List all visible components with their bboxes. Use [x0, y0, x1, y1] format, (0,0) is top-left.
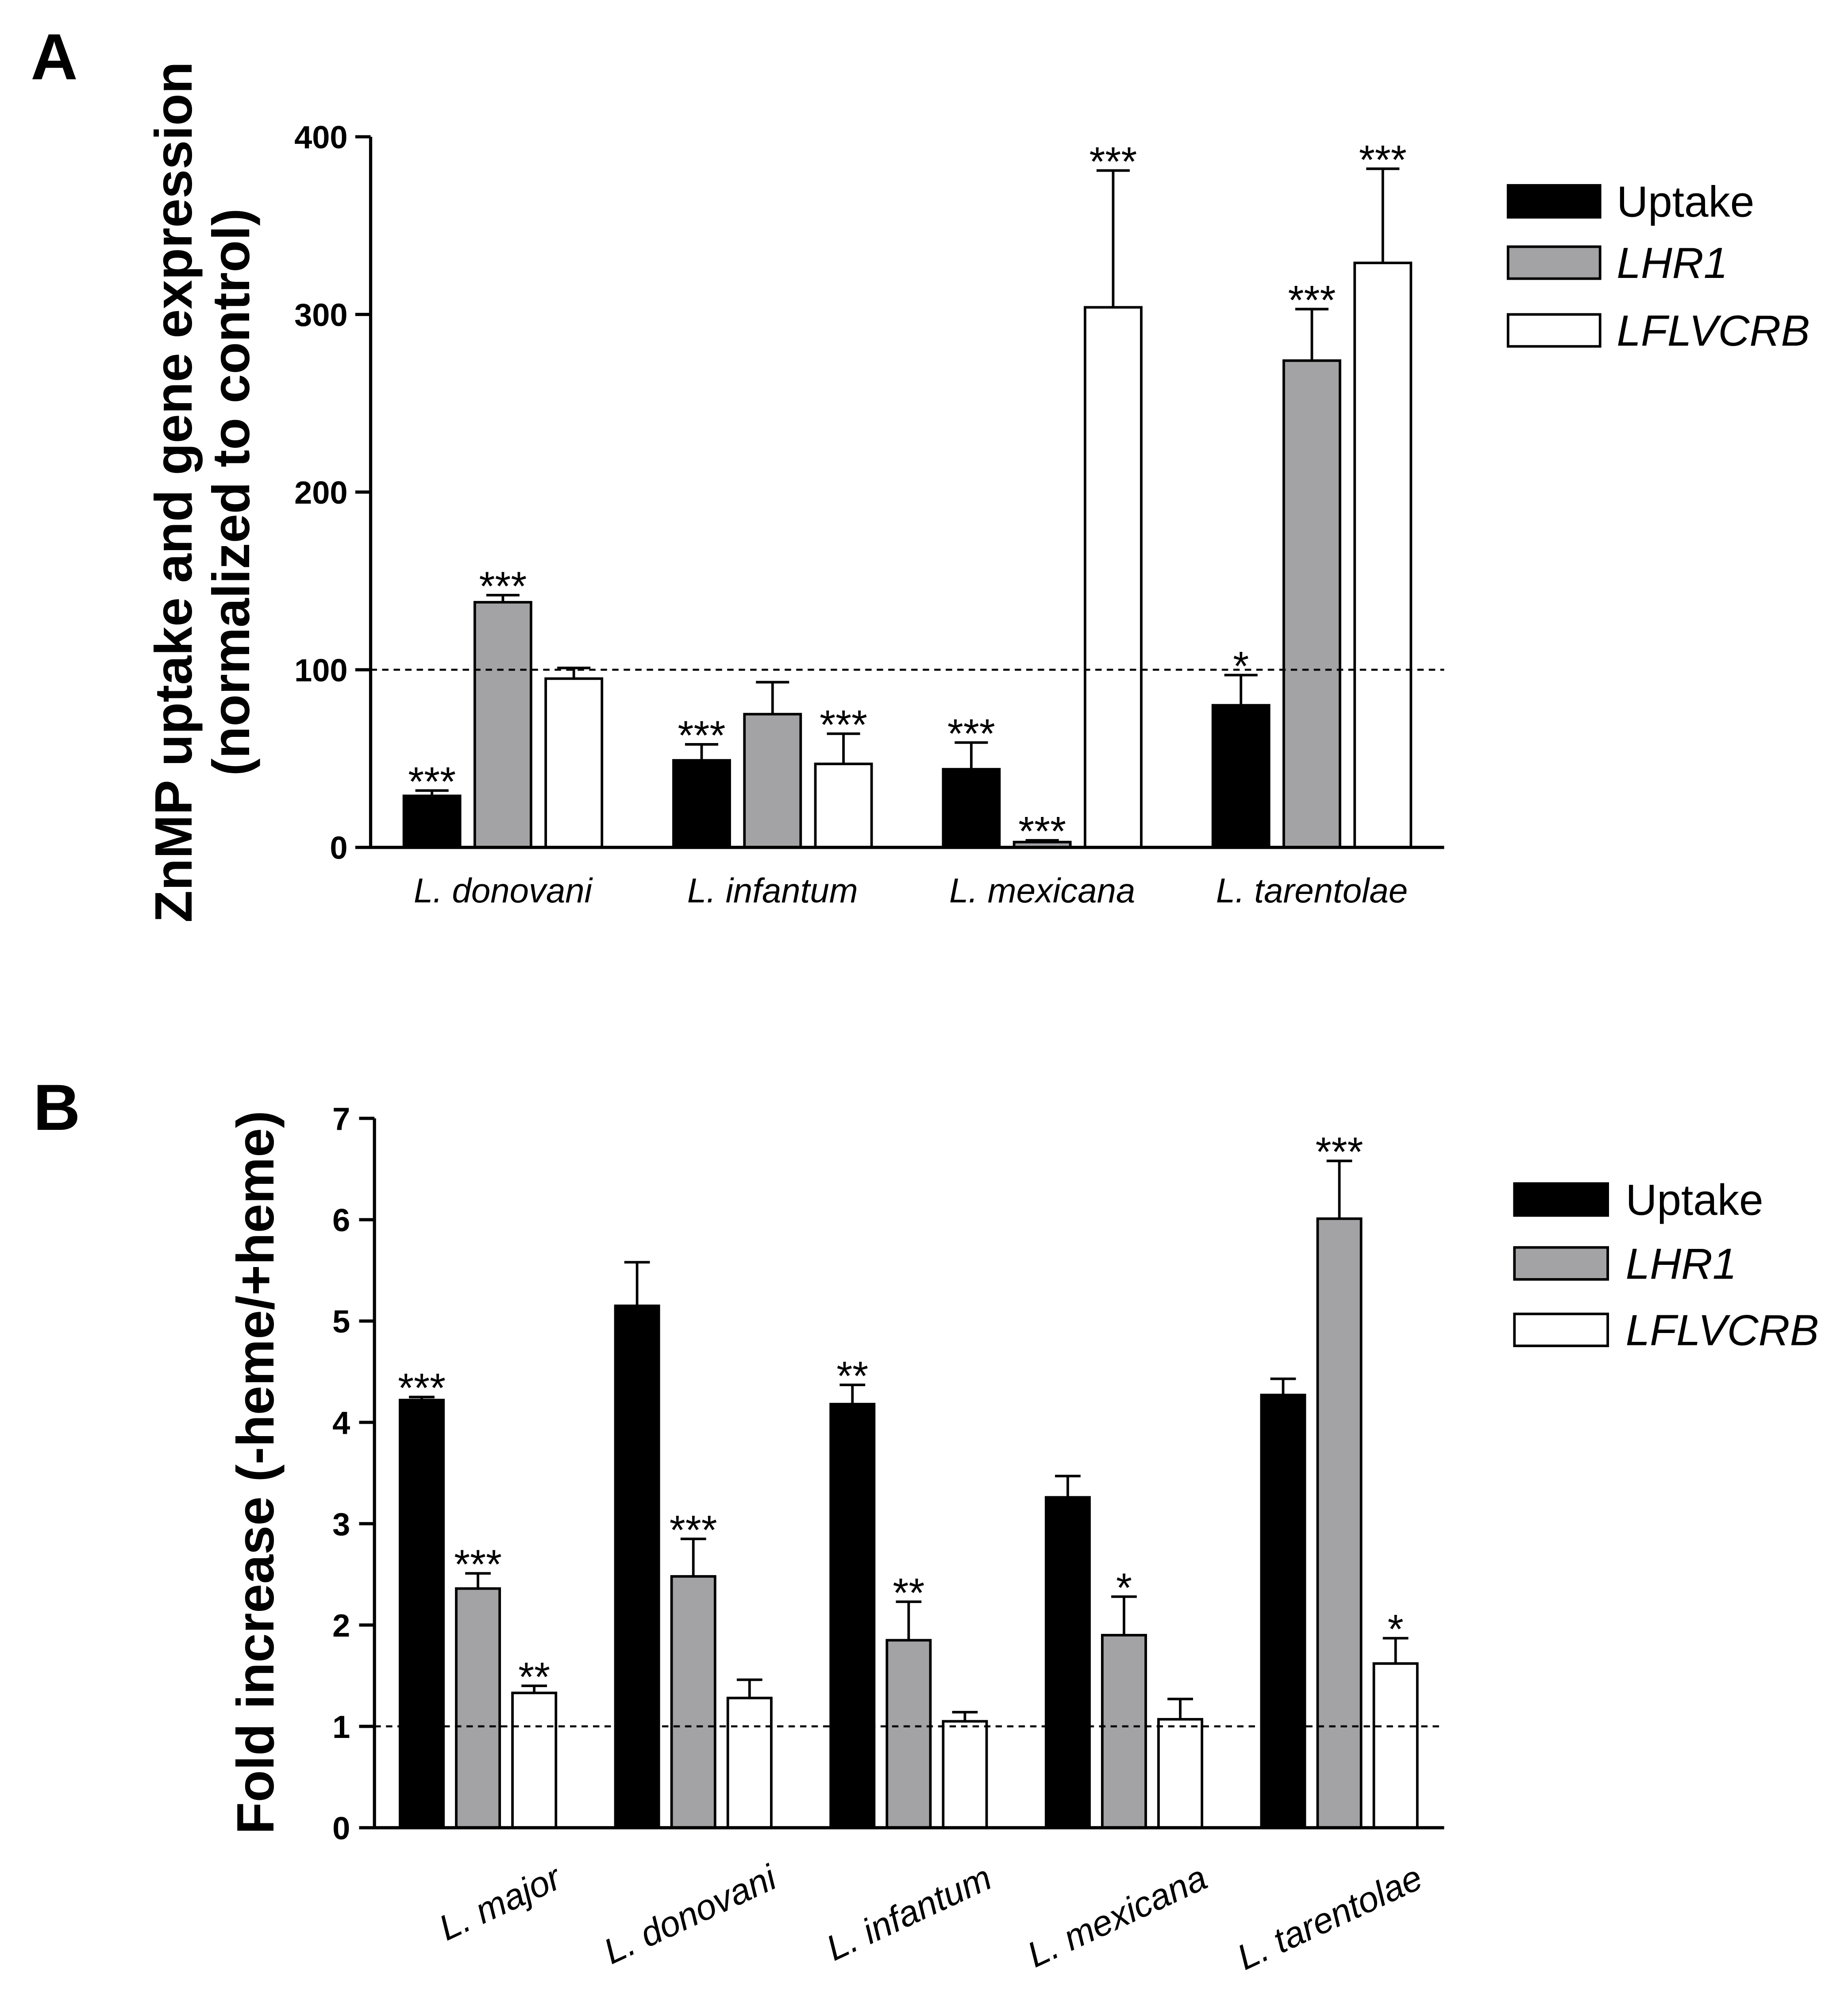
legend: Uptake LHR1 LFLVCRB: [1513, 1175, 1819, 1355]
significance-label: ***: [398, 1365, 446, 1411]
significance-label: *: [1388, 1606, 1404, 1652]
legend-swatch-uptake: [1506, 184, 1602, 219]
bar-lhr1-l-tarentolae: [1282, 359, 1341, 849]
bar-lflvcrb-l-donovani: [726, 1696, 773, 1829]
significance-label: **: [518, 1654, 550, 1700]
y-tick-label: 400: [294, 120, 347, 155]
y-tick-label: 300: [294, 297, 347, 333]
y-tick-label: 2: [332, 1608, 350, 1644]
legend-label-lhr1: LHR1: [1617, 239, 1728, 287]
bar-lflvcrb-l-donovani: [544, 677, 604, 849]
significance-label: **: [836, 1353, 868, 1399]
y-axis-title: Fold increase (-heme/+heme): [227, 1110, 285, 1834]
panel-label: B: [33, 1071, 80, 1144]
bar-lhr1-l-donovani: [670, 1575, 716, 1829]
significance-label: *: [1233, 643, 1249, 689]
bar-uptake-l-tarentolae: [1260, 1394, 1306, 1829]
significance-label: ***: [1089, 139, 1137, 185]
significance-label: ***: [947, 710, 995, 756]
y-tick-label: 6: [332, 1203, 350, 1238]
bar-lhr1-l-mexicana: [1101, 1633, 1147, 1829]
bar-lhr1-l-tarentolae: [1316, 1217, 1363, 1829]
y-tick-label: 100: [294, 653, 347, 688]
legend-label-uptake: Uptake: [1625, 1175, 1763, 1224]
legend-swatch-lflvcrb: [1513, 1312, 1609, 1347]
panel-a-chart: A ZnMP uptake and gene expression(normali…: [31, 21, 1810, 922]
significance-label: ***: [820, 701, 867, 747]
legend-label-uptake: Uptake: [1617, 177, 1754, 226]
bar-lhr1-l-infantum: [886, 1639, 932, 1829]
y-tick-label: 1: [332, 1710, 350, 1745]
bar-uptake-l-donovani: [614, 1304, 660, 1829]
bar-uptake-l-mexicana: [942, 768, 1001, 849]
x-category-label: L. major: [433, 1857, 568, 1948]
bar-lflvcrb-l-mexicana: [1083, 306, 1143, 849]
legend-swatch-lflvcrb: [1506, 313, 1602, 348]
legend-swatch-lhr1: [1506, 245, 1602, 280]
x-category-label: L. tarentolae: [1216, 871, 1408, 910]
significance-label: **: [893, 1570, 924, 1616]
y-tick-label: 4: [332, 1406, 350, 1441]
bar-lhr1-l-major: [455, 1587, 501, 1829]
bar-lhr1-l-infantum: [743, 713, 802, 849]
bar-lflvcrb-l-infantum: [942, 1720, 988, 1829]
bar-lflvcrb-l-mexicana: [1157, 1718, 1204, 1829]
panel-label: A: [31, 21, 77, 93]
y-tick-label: 3: [332, 1507, 350, 1542]
legend-swatch-lhr1: [1513, 1246, 1609, 1281]
legend-label-lflvcrb: LFLVCRB: [1625, 1306, 1819, 1355]
significance-label: ***: [1316, 1129, 1363, 1175]
bar-lflvcrb-l-tarentolae: [1372, 1662, 1419, 1829]
bar-lflvcrb-l-tarentolae: [1353, 262, 1413, 849]
significance-label: ***: [479, 563, 527, 609]
x-category-label: L. infantum: [820, 1857, 998, 1969]
significance-label: ***: [408, 759, 456, 805]
legend-label-lhr1: LHR1: [1625, 1239, 1736, 1288]
bar-lflvcrb-l-infantum: [814, 763, 873, 849]
y-axis-title: ZnMP uptake and gene expression: [145, 62, 203, 922]
bar-uptake-l-infantum: [829, 1402, 876, 1829]
y-tick-label: 0: [330, 831, 347, 866]
bar-uptake-l-mexicana: [1044, 1496, 1091, 1829]
bar-uptake-l-infantum: [672, 759, 731, 849]
x-category-label: L. tarentolae: [1231, 1857, 1428, 1978]
significance-label: *: [1116, 1564, 1132, 1610]
bar-lflvcrb-l-major: [511, 1691, 558, 1829]
legend-swatch-uptake: [1513, 1182, 1609, 1217]
significance-label: ***: [1288, 277, 1336, 323]
x-category-label: L. donovani: [414, 871, 593, 910]
y-tick-label: 200: [294, 475, 347, 511]
significance-label: ***: [454, 1541, 502, 1587]
bar-uptake-l-major: [399, 1398, 445, 1829]
legend-label-lflvcrb: LFLVCRB: [1617, 306, 1810, 355]
significance-label: ***: [670, 1507, 717, 1553]
significance-label: ***: [678, 712, 726, 758]
y-axis-title: (normalized to control): [202, 208, 261, 776]
x-category-label: L. mexicana: [1021, 1857, 1213, 1975]
x-category-label: L. donovani: [598, 1857, 783, 1972]
y-tick-label: 7: [332, 1102, 350, 1137]
y-tick-label: 5: [332, 1304, 350, 1340]
x-category-label: L. infantum: [687, 871, 858, 910]
bar-lhr1-l-donovani: [473, 601, 532, 849]
bar-uptake-l-tarentolae: [1211, 704, 1270, 849]
legend: Uptake LHR1 LFLVCRB: [1506, 177, 1810, 355]
significance-label: ***: [1359, 137, 1407, 183]
y-tick-label: 0: [332, 1811, 350, 1846]
x-category-label: L. mexicana: [949, 871, 1135, 910]
